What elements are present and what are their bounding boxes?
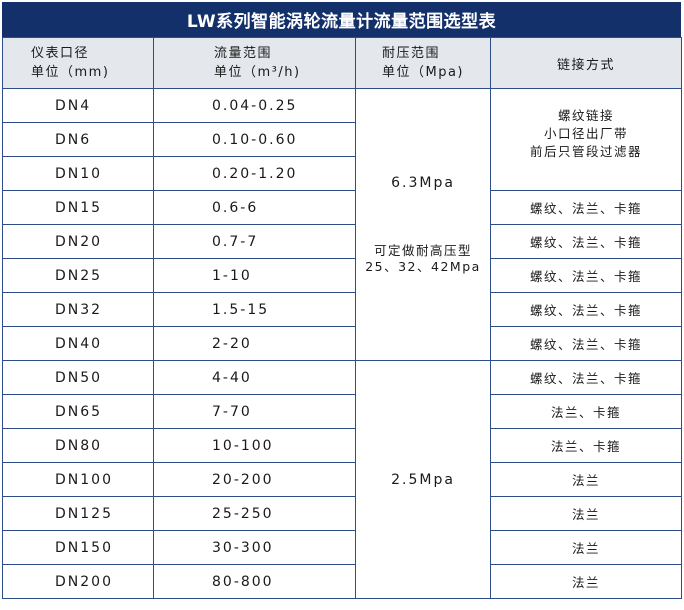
connection-line2: 小口径出厂带 bbox=[543, 126, 628, 141]
selection-table: 仪表口径单位（mm) 流量范围单位（m³/h) 耐压范围单位（Mpa) 链接方式… bbox=[2, 37, 682, 599]
connection-cell: 法兰、卡箍 bbox=[490, 428, 682, 463]
table-row: DN50 4-40 2.5Mpa 螺纹、法兰、卡箍 bbox=[2, 360, 682, 599]
header-flow-line2: 单位（m³/h) bbox=[214, 65, 301, 80]
dn-cell: DN32 bbox=[2, 292, 154, 327]
flow-cell: 80-800 bbox=[153, 564, 356, 599]
connection-cell: 螺纹、法兰、卡箍 bbox=[490, 224, 682, 259]
connection-cell: 法兰、卡箍 bbox=[490, 394, 682, 429]
table-title: LW系列智能涡轮流量计流量范围选型表 bbox=[2, 2, 681, 37]
connection-cell: 法兰 bbox=[490, 530, 682, 565]
flow-cell: 0.6-6 bbox=[153, 190, 356, 225]
connection-line3: 前后只管段过滤器 bbox=[529, 144, 642, 159]
connection-cell: 螺纹、法兰、卡箍 bbox=[490, 292, 682, 327]
connection-cell: 法兰 bbox=[490, 496, 682, 531]
dn-cell: DN100 bbox=[2, 462, 154, 497]
pressure-note-line1: 可定做耐高压型 bbox=[373, 242, 472, 258]
table-row: DN150 30-300 法兰 bbox=[2, 530, 682, 565]
table-row: DN100 20-200 法兰 bbox=[2, 462, 682, 497]
header-diameter-line1: 仪表口径 bbox=[31, 46, 90, 61]
dn-cell: DN4 bbox=[2, 88, 154, 123]
header-diameter: 仪表口径单位（mm) bbox=[2, 37, 154, 89]
dn-cell: DN200 bbox=[2, 564, 154, 599]
table-row: DN25 1-10 螺纹、法兰、卡箍 bbox=[2, 258, 682, 293]
connection-cell-small: 螺纹链接 小口径出厂带 前后只管段过滤器 bbox=[490, 88, 682, 191]
table-row: DN15 0.6-6 螺纹、法兰、卡箍 bbox=[2, 190, 682, 225]
flow-cell: 20-200 bbox=[153, 462, 356, 497]
table-row: DN80 10-100 法兰、卡箍 bbox=[2, 428, 682, 463]
pressure-note-line2: 25、32、42Mpa bbox=[365, 258, 481, 274]
table-row: DN4 0.04-0.25 6.3Mpa 可定做耐高压型 25、32、42Mpa … bbox=[2, 88, 682, 361]
dn-cell: DN25 bbox=[2, 258, 154, 293]
dn-cell: DN50 bbox=[2, 360, 154, 395]
dn-cell: DN40 bbox=[2, 326, 154, 361]
pressure-value: 6.3Mpa bbox=[391, 174, 455, 191]
dn-cell: DN65 bbox=[2, 394, 154, 429]
table-row: DN65 7-70 法兰、卡箍 bbox=[2, 394, 682, 429]
connection-cell: 螺纹、法兰、卡箍 bbox=[490, 258, 682, 293]
header-flow-line1: 流量范围 bbox=[214, 46, 273, 61]
header-pressure-line2: 单位（Mpa) bbox=[382, 65, 465, 80]
flow-cell: 1.5-15 bbox=[153, 292, 356, 327]
dn-cell: DN20 bbox=[2, 224, 154, 259]
selection-table-container: LW系列智能涡轮流量计流量范围选型表 仪表口径单位（mm) 流量范围单位（m³/… bbox=[2, 2, 682, 599]
flow-cell: 7-70 bbox=[153, 394, 356, 429]
pressure-cell-standard: 2.5Mpa bbox=[355, 360, 491, 599]
dn-cell: DN80 bbox=[2, 428, 154, 463]
connection-cell: 法兰 bbox=[490, 564, 682, 599]
table-row: DN10 0.20-1.20 bbox=[2, 156, 682, 191]
header-flow: 流量范围单位（m³/h) bbox=[153, 37, 356, 89]
flow-cell: 0.10-0.60 bbox=[153, 122, 356, 157]
header-connection: 链接方式 bbox=[490, 37, 682, 89]
header-row: 仪表口径单位（mm) 流量范围单位（m³/h) 耐压范围单位（Mpa) 链接方式 bbox=[2, 37, 682, 89]
dn-cell: DN15 bbox=[2, 190, 154, 225]
header-pressure: 耐压范围单位（Mpa) bbox=[355, 37, 491, 89]
table-row: DN6 0.10-0.60 bbox=[2, 122, 682, 157]
connection-line1: 螺纹链接 bbox=[557, 108, 614, 123]
flow-cell: 4-40 bbox=[153, 360, 356, 395]
table-row: DN200 80-800 法兰 bbox=[2, 564, 682, 599]
pressure-cell-high: 6.3Mpa 可定做耐高压型 25、32、42Mpa bbox=[355, 88, 491, 361]
flow-cell: 1-10 bbox=[153, 258, 356, 293]
flow-cell: 0.7-7 bbox=[153, 224, 356, 259]
flow-cell: 30-300 bbox=[153, 530, 356, 565]
header-diameter-line2: 单位（mm) bbox=[31, 65, 110, 80]
pressure-value: 2.5Mpa bbox=[391, 471, 455, 488]
table-row: DN32 1.5-15 螺纹、法兰、卡箍 bbox=[2, 292, 682, 327]
connection-cell: 螺纹、法兰、卡箍 bbox=[490, 190, 682, 225]
table-row: DN40 2-20 螺纹、法兰、卡箍 bbox=[2, 326, 682, 361]
flow-cell: 25-250 bbox=[153, 496, 356, 531]
flow-cell: 2-20 bbox=[153, 326, 356, 361]
connection-cell: 螺纹、法兰、卡箍 bbox=[490, 360, 682, 395]
header-pressure-line1: 耐压范围 bbox=[382, 46, 441, 61]
connection-cell: 螺纹、法兰、卡箍 bbox=[490, 326, 682, 361]
flow-cell: 0.20-1.20 bbox=[153, 156, 356, 191]
dn-cell: DN10 bbox=[2, 156, 154, 191]
connection-cell: 法兰 bbox=[490, 462, 682, 497]
dn-cell: DN6 bbox=[2, 122, 154, 157]
table-row: DN20 0.7-7 螺纹、法兰、卡箍 bbox=[2, 224, 682, 259]
table-row: DN125 25-250 法兰 bbox=[2, 496, 682, 531]
dn-cell: DN150 bbox=[2, 530, 154, 565]
pressure-note: 可定做耐高压型 25、32、42Mpa bbox=[356, 243, 490, 275]
flow-cell: 10-100 bbox=[153, 428, 356, 463]
dn-cell: DN125 bbox=[2, 496, 154, 531]
flow-cell: 0.04-0.25 bbox=[153, 88, 356, 123]
